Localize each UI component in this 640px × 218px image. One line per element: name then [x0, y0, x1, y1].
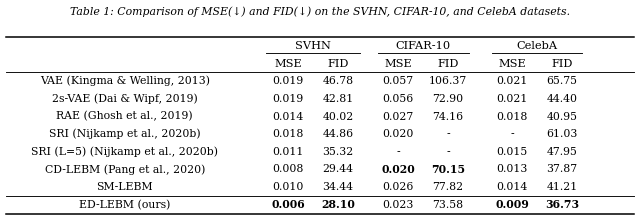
Text: 0.013: 0.013	[496, 165, 528, 174]
Text: 73.58: 73.58	[433, 200, 463, 210]
Text: 37.87: 37.87	[547, 165, 577, 174]
Text: 0.019: 0.019	[273, 94, 303, 104]
Text: FID: FID	[327, 59, 349, 68]
Text: -: -	[446, 147, 450, 157]
Text: CIFAR-10: CIFAR-10	[396, 41, 451, 51]
Text: 0.015: 0.015	[497, 147, 527, 157]
Text: 0.026: 0.026	[382, 182, 414, 192]
Text: 74.16: 74.16	[433, 112, 463, 121]
Text: Table 1: Comparison of MSE(↓) and FID(↓) on the SVHN, CIFAR-10, and CelebA datas: Table 1: Comparison of MSE(↓) and FID(↓)…	[70, 7, 570, 17]
Text: 61.03: 61.03	[546, 129, 578, 139]
Text: ED-LEBM (ours): ED-LEBM (ours)	[79, 200, 170, 210]
Text: RAE (Ghosh et al., 2019): RAE (Ghosh et al., 2019)	[56, 111, 193, 122]
Text: VAE (Kingma & Welling, 2013): VAE (Kingma & Welling, 2013)	[40, 76, 210, 87]
Text: 65.75: 65.75	[547, 76, 577, 86]
Text: 0.014: 0.014	[497, 182, 527, 192]
Text: FID: FID	[437, 59, 459, 68]
Text: SM-LEBM: SM-LEBM	[97, 182, 153, 192]
Text: 70.15: 70.15	[431, 164, 465, 175]
Text: 0.008: 0.008	[272, 165, 304, 174]
Text: MSE: MSE	[274, 59, 302, 68]
Text: CD-LEBM (Pang et al., 2020): CD-LEBM (Pang et al., 2020)	[45, 164, 205, 175]
Text: FID: FID	[551, 59, 573, 68]
Text: 34.44: 34.44	[323, 182, 353, 192]
Text: MSE: MSE	[384, 59, 412, 68]
Text: SVHN: SVHN	[295, 41, 331, 51]
Text: 29.44: 29.44	[323, 165, 353, 174]
Text: 0.011: 0.011	[272, 147, 304, 157]
Text: 28.10: 28.10	[321, 199, 355, 210]
Text: 0.019: 0.019	[273, 76, 303, 86]
Text: 46.78: 46.78	[323, 76, 353, 86]
Text: 0.009: 0.009	[495, 199, 529, 210]
Text: 42.81: 42.81	[323, 94, 353, 104]
Text: 0.006: 0.006	[271, 199, 305, 210]
Text: 0.020: 0.020	[382, 129, 414, 139]
Text: 44.86: 44.86	[323, 129, 353, 139]
Text: 0.021: 0.021	[496, 76, 528, 86]
Text: SRI (L=5) (Nijkamp et al., 2020b): SRI (L=5) (Nijkamp et al., 2020b)	[31, 146, 218, 157]
Text: 77.82: 77.82	[433, 182, 463, 192]
Text: 0.057: 0.057	[383, 76, 413, 86]
Text: 41.21: 41.21	[547, 182, 577, 192]
Text: -: -	[510, 129, 514, 139]
Text: CelebA: CelebA	[516, 41, 557, 51]
Text: 2s-VAE (Dai & Wipf, 2019): 2s-VAE (Dai & Wipf, 2019)	[52, 94, 198, 104]
Text: -: -	[446, 129, 450, 139]
Text: 0.056: 0.056	[383, 94, 413, 104]
Text: 0.021: 0.021	[496, 94, 528, 104]
Text: 44.40: 44.40	[547, 94, 577, 104]
Text: 0.010: 0.010	[272, 182, 304, 192]
Text: 35.32: 35.32	[323, 147, 353, 157]
Text: 0.014: 0.014	[273, 112, 303, 121]
Text: 40.95: 40.95	[547, 112, 577, 121]
Text: MSE: MSE	[498, 59, 526, 68]
Text: 0.027: 0.027	[383, 112, 413, 121]
Text: 0.018: 0.018	[496, 112, 528, 121]
Text: 72.90: 72.90	[433, 94, 463, 104]
Text: 40.02: 40.02	[323, 112, 353, 121]
Text: 47.95: 47.95	[547, 147, 577, 157]
Text: -: -	[396, 147, 400, 157]
Text: 0.018: 0.018	[272, 129, 304, 139]
Text: 0.023: 0.023	[382, 200, 414, 210]
Text: 36.73: 36.73	[545, 199, 579, 210]
Text: 106.37: 106.37	[429, 76, 467, 86]
Text: SRI (Nijkamp et al., 2020b): SRI (Nijkamp et al., 2020b)	[49, 129, 200, 140]
Text: 0.020: 0.020	[381, 164, 415, 175]
